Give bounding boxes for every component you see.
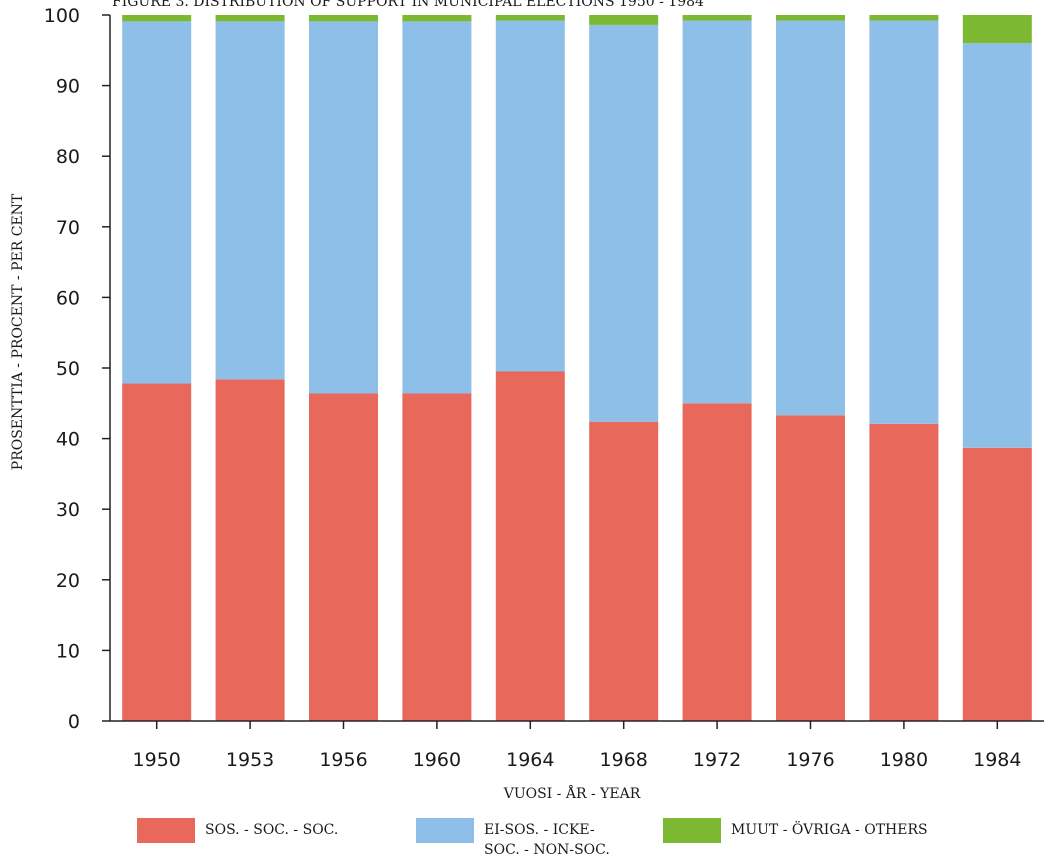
bar-segment-1953-s1 bbox=[215, 21, 285, 380]
x-axis-label: VUOSI - ÅR - YEAR bbox=[503, 784, 641, 802]
bar-segment-1956-s2 bbox=[309, 15, 378, 22]
bar-segment-1976-s1 bbox=[776, 20, 845, 416]
bar-segment-1960-s0 bbox=[402, 393, 472, 721]
y-tick-label: 10 bbox=[56, 640, 80, 662]
y-axis-label: PROSENTTIA - PROCENT - PER CENT bbox=[10, 193, 26, 470]
bar-segment-1950-s0 bbox=[122, 383, 192, 721]
chart-title: FIGURE 3. DISTRIBUTION OF SUPPORT IN MUN… bbox=[112, 0, 704, 10]
legend-swatch-0 bbox=[137, 818, 195, 843]
bar-segment-1964-s2 bbox=[495, 15, 565, 21]
x-tick-label: 1984 bbox=[973, 749, 1021, 771]
bar-segment-1956-s0 bbox=[309, 393, 378, 721]
y-axis: 0 10 20 30 40 50 60 70 80 90 100 bbox=[44, 5, 111, 733]
bar-segment-1968-s2 bbox=[589, 15, 659, 25]
bar-segment-1950-s1 bbox=[122, 21, 192, 384]
legend-label-0: SOS. - SOC. - SOC. bbox=[205, 822, 338, 838]
y-tick-label: 50 bbox=[56, 358, 80, 380]
bar-segment-1950-s2 bbox=[122, 15, 192, 22]
y-tick-label: 70 bbox=[56, 217, 80, 239]
x-tick-label: 1953 bbox=[226, 749, 274, 771]
bar-segment-1960-s2 bbox=[402, 15, 472, 22]
bar-segment-1968-s0 bbox=[589, 421, 659, 721]
bar-segment-1980-s1 bbox=[869, 20, 939, 424]
bar-segment-1980-s2 bbox=[869, 15, 939, 21]
y-tick-label: 60 bbox=[56, 287, 80, 309]
bar-segment-1972-s0 bbox=[682, 403, 752, 721]
y-tick-label: 40 bbox=[56, 429, 80, 451]
y-tick-label: 90 bbox=[56, 76, 80, 98]
x-tick-label: 1980 bbox=[880, 749, 928, 771]
bar-segment-1964-s0 bbox=[495, 371, 565, 721]
x-tick-label: 1964 bbox=[506, 749, 554, 771]
bar-segment-1984-s0 bbox=[962, 447, 1032, 721]
bar-segment-1976-s0 bbox=[776, 415, 845, 721]
bar-segment-1972-s2 bbox=[682, 15, 752, 21]
x-tick-label: 1972 bbox=[693, 749, 741, 771]
bar-segment-1980-s0 bbox=[869, 423, 939, 721]
bar-segment-1968-s1 bbox=[589, 24, 659, 422]
legend-label-1: EI-SOS. - ICKE- bbox=[484, 822, 595, 838]
y-tick-label: 0 bbox=[68, 711, 80, 733]
x-axis: 1950 1953 1956 1960 1964 1968 1972 1976 1980 1984 bbox=[110, 720, 1044, 771]
legend-swatch-1 bbox=[416, 818, 474, 843]
legend-label-1: SOC. - NON-SOC. bbox=[484, 842, 610, 858]
bar-segment-1972-s1 bbox=[682, 20, 752, 404]
bar-segment-1953-s0 bbox=[215, 379, 285, 721]
bar-segment-1984-s2 bbox=[962, 15, 1032, 44]
bar-segment-1964-s1 bbox=[495, 20, 565, 372]
y-tick-label: 100 bbox=[44, 5, 80, 27]
legend: SOS. - SOC. - SOC. EI-SOS. - ICKE- SOC. - … bbox=[137, 818, 928, 858]
y-tick-label: 20 bbox=[56, 570, 80, 592]
bar-segment-1960-s1 bbox=[402, 21, 472, 394]
x-tick-label: 1956 bbox=[319, 749, 367, 771]
bar-segment-1953-s2 bbox=[215, 15, 285, 22]
y-tick-label: 80 bbox=[56, 146, 80, 168]
bar-segment-1984-s1 bbox=[962, 43, 1032, 448]
x-tick-label: 1976 bbox=[786, 749, 834, 771]
bar-segment-1976-s2 bbox=[776, 15, 845, 21]
x-tick-label: 1960 bbox=[413, 749, 461, 771]
y-tick-label: 30 bbox=[56, 499, 80, 521]
plot-area bbox=[122, 15, 1032, 721]
bar-segment-1956-s1 bbox=[309, 21, 378, 394]
legend-label-2: MUUT - ÖVRIGA - OTHERS bbox=[731, 820, 928, 838]
x-tick-label: 1968 bbox=[600, 749, 648, 771]
legend-swatch-2 bbox=[663, 818, 721, 843]
x-tick-label: 1950 bbox=[133, 749, 181, 771]
